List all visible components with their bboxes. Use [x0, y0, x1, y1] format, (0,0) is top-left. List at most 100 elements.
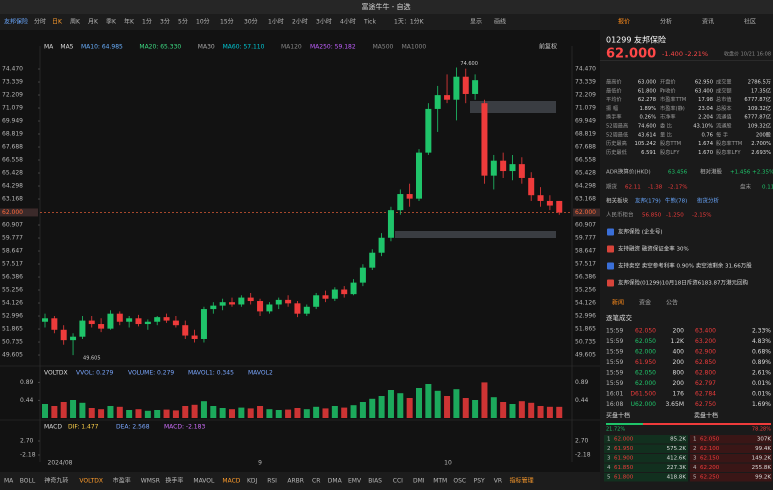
bid-size: 85.2K: [670, 437, 686, 443]
tool-button[interactable]: 显示: [470, 19, 482, 26]
book-ratio-bid: [606, 423, 643, 425]
candle-body: [238, 297, 245, 305]
volume-bar: [546, 406, 553, 418]
news-tab[interactable]: 公告: [666, 299, 678, 307]
stat-label: 开盘价: [660, 78, 676, 86]
indicator-tab[interactable]: CCI: [393, 478, 403, 485]
timeframe-tab[interactable]: 周K: [70, 19, 81, 26]
indicator-tab[interactable]: EMV: [348, 478, 362, 485]
timeframe-tab[interactable]: 1小时: [268, 18, 284, 26]
timeframe-tab[interactable]: Tick: [363, 19, 376, 26]
news-tab[interactable]: 新闻: [612, 299, 624, 307]
candle-body: [144, 321, 151, 325]
volume-legend: VVOL: 0.279: [76, 370, 113, 377]
y-tick-label: 63.168: [2, 196, 23, 203]
news-item[interactable]: 友邦保险(01299)10月18日斥资6183.87万港元回购: [618, 279, 749, 287]
news-tab[interactable]: 资金: [639, 299, 651, 307]
news-item[interactable]: 支持融资 融资保证金率 30%: [618, 245, 689, 253]
stat-value: 6777.87亿: [744, 113, 771, 121]
indicator-tab[interactable]: CR: [312, 478, 320, 485]
timeframe-tab[interactable]: 友邦保险: [4, 18, 28, 26]
stat-value: 109.32亿: [748, 122, 771, 130]
trade-volume: 176: [673, 391, 685, 398]
ma-legend: MA1000: [402, 44, 427, 51]
indicator-tab[interactable]: DMA: [328, 478, 343, 485]
indicator-tab[interactable]: WMSR: [141, 478, 160, 485]
indicator-tab[interactable]: MTM: [433, 478, 447, 485]
tab-bar: [0, 14, 600, 30]
volume-bar: [500, 402, 507, 418]
dist-price: 63.200: [695, 338, 716, 345]
indicator-tab[interactable]: VR: [494, 478, 502, 485]
timeframe-tab[interactable]: 年K: [124, 18, 135, 26]
timeframe-tab[interactable]: 3分: [160, 18, 170, 26]
panel-tab[interactable]: 报价: [618, 18, 630, 26]
indicator-tab[interactable]: BIAS: [368, 478, 382, 485]
indicator-tab[interactable]: MA: [4, 478, 14, 485]
timeframe-tab[interactable]: 月K: [88, 19, 99, 26]
macd-legend: DIF: 1.477: [68, 424, 99, 431]
adr-label: ADR换算价(HKD): [606, 168, 651, 176]
news-item[interactable]: 支持卖空 卖空参考利率 0.90% 卖空池剩余 31.66万股: [618, 262, 752, 270]
news-item[interactable]: 友邦保险 (企业号): [618, 228, 663, 236]
dist-pct: 2.33%: [752, 328, 771, 335]
panel-tab[interactable]: 社区: [744, 18, 756, 26]
indicator-tab[interactable]: 市盈率: [113, 477, 131, 485]
indicator-tab[interactable]: 换手率: [165, 477, 183, 485]
y-tick-label: 58.647: [575, 248, 596, 255]
adjust-mode[interactable]: 前复权: [539, 43, 557, 51]
volume-bar: [341, 407, 348, 418]
stat-value: 109.32亿: [748, 104, 771, 112]
indicator-tab[interactable]: MACD: [222, 478, 240, 485]
stat-label: 振 幅: [606, 104, 618, 112]
indicator-tab[interactable]: DMI: [413, 478, 425, 485]
news-icon: [607, 228, 614, 236]
related-tab: 相关板块: [606, 197, 629, 205]
panel-tab[interactable]: 资讯: [702, 18, 714, 26]
stat-value: 105.242: [635, 141, 656, 147]
indicator-tab[interactable]: RSI: [267, 478, 277, 485]
timeframe-tab[interactable]: 日K: [52, 19, 63, 26]
timeframe-tab[interactable]: 1分: [142, 18, 152, 26]
indicator-tab[interactable]: 指标管理: [510, 477, 534, 485]
indicator-tab[interactable]: KDJ: [247, 478, 258, 485]
price-change: -1.400 -2.21%: [662, 50, 708, 58]
indicator-tab[interactable]: VOLTDX: [79, 478, 103, 485]
candle-body: [387, 210, 394, 238]
stat-label: 流通股: [716, 122, 732, 130]
timeframe-tab[interactable]: 1天：1分K: [394, 18, 425, 26]
timeframe-tab[interactable]: 10分: [196, 18, 210, 26]
related-tab[interactable]: 友邦(179): [635, 197, 661, 205]
indicator-tab[interactable]: PSY: [474, 478, 485, 485]
volume-bar: [387, 390, 394, 418]
bid-size: 418.8K: [667, 475, 687, 481]
timeframe-tab[interactable]: 15分: [220, 18, 234, 26]
timeframe-tab[interactable]: 2小时: [292, 18, 308, 26]
candle-body: [500, 160, 507, 172]
timeframe-tab[interactable]: 30分: [244, 18, 258, 26]
bid-level: 1: [607, 437, 611, 443]
panel-tab[interactable]: 分析: [660, 18, 672, 26]
volume-bar: [172, 410, 179, 418]
y-tick-label: -2.18: [20, 452, 36, 459]
dist-price: 62.850: [695, 359, 716, 366]
timeframe-tab[interactable]: 分时: [34, 18, 46, 26]
timeframe-tab[interactable]: 4小时: [340, 18, 356, 26]
candle-body: [556, 200, 563, 213]
timeframe-tab[interactable]: 5分: [178, 18, 188, 26]
indicator-tab[interactable]: ARBR: [287, 478, 304, 485]
indicator-tab[interactable]: OSC: [453, 478, 466, 485]
timeframe-tab[interactable]: 季K: [106, 18, 117, 26]
ask-row: [690, 454, 772, 463]
trade-time: 15:59: [606, 370, 623, 377]
related-tab[interactable]: 牛熊(78): [665, 197, 687, 205]
indicator-tab[interactable]: 神奇九转: [44, 477, 68, 485]
indicator-tab[interactable]: BOLL: [20, 478, 36, 485]
tool-button[interactable]: 画线: [494, 18, 506, 26]
volume-bar: [116, 406, 123, 418]
related-tab[interactable]: 街货分析: [697, 197, 720, 205]
bid-price: 61.900: [614, 456, 634, 462]
indicator-tab[interactable]: MAVOL: [193, 478, 215, 485]
timeframe-tab[interactable]: 3小时: [316, 18, 332, 26]
ma-legend: MA10: 64.985: [81, 44, 123, 51]
